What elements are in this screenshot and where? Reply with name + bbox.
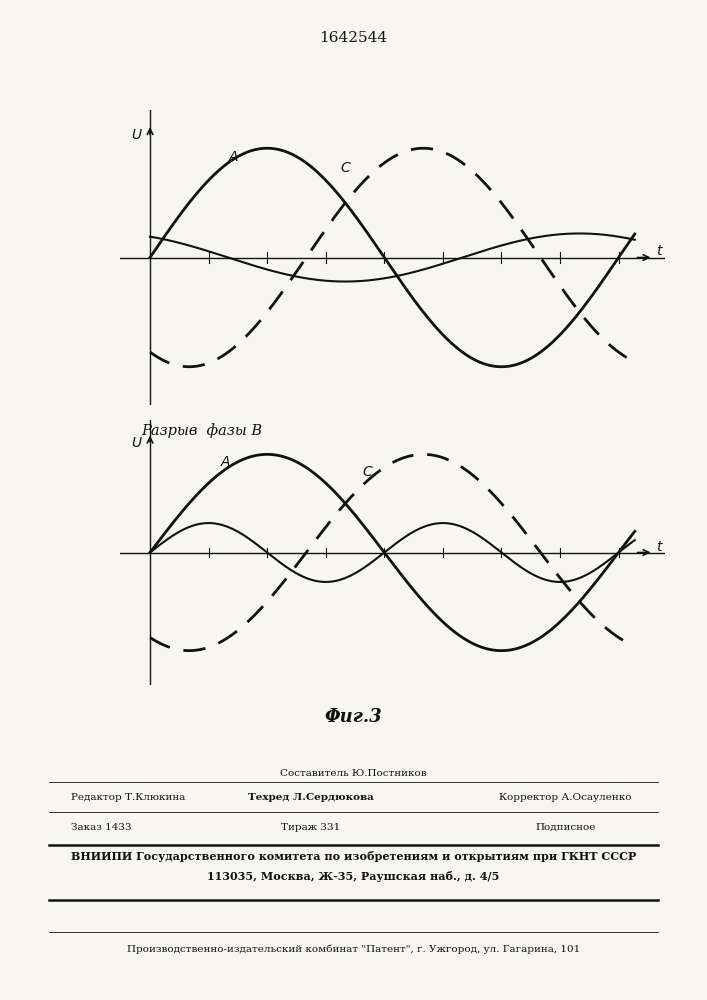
Text: 1642544: 1642544 (320, 31, 387, 45)
Text: Подписное: Подписное (535, 823, 596, 832)
Text: Разрыв  фазы В: Разрыв фазы В (141, 423, 262, 438)
Text: U: U (132, 128, 141, 142)
Text: Редактор Т.Клюкина: Редактор Т.Клюкина (71, 793, 185, 802)
Text: A: A (228, 150, 238, 164)
Text: U: U (132, 436, 141, 450)
Text: A: A (221, 455, 230, 469)
Text: C: C (363, 465, 373, 479)
Text: Производственно-издательский комбинат "Патент", г. Ужгород, ул. Гагарина, 101: Производственно-издательский комбинат "П… (127, 944, 580, 954)
Text: Корректор А.Осауленко: Корректор А.Осауленко (499, 793, 632, 802)
Text: Составитель Ю.Постников: Составитель Ю.Постников (280, 769, 427, 778)
Text: Техред Л.Сердюкова: Техред Л.Сердюкова (248, 793, 374, 802)
Text: t: t (655, 244, 661, 258)
Text: t: t (655, 540, 661, 554)
Text: 113035, Москва, Ж-35, Раушская наб., д. 4/5: 113035, Москва, Ж-35, Раушская наб., д. … (207, 871, 500, 882)
Text: ВНИИПИ Государственного комитета по изобретениям и открытиям при ГКНТ СССР: ВНИИПИ Государственного комитета по изоб… (71, 851, 636, 862)
Text: Φиг.3: Φиг.3 (325, 708, 382, 726)
Text: Заказ 1433: Заказ 1433 (71, 823, 132, 832)
Text: Тираж 331: Тираж 331 (281, 823, 341, 832)
Text: C: C (340, 161, 350, 175)
